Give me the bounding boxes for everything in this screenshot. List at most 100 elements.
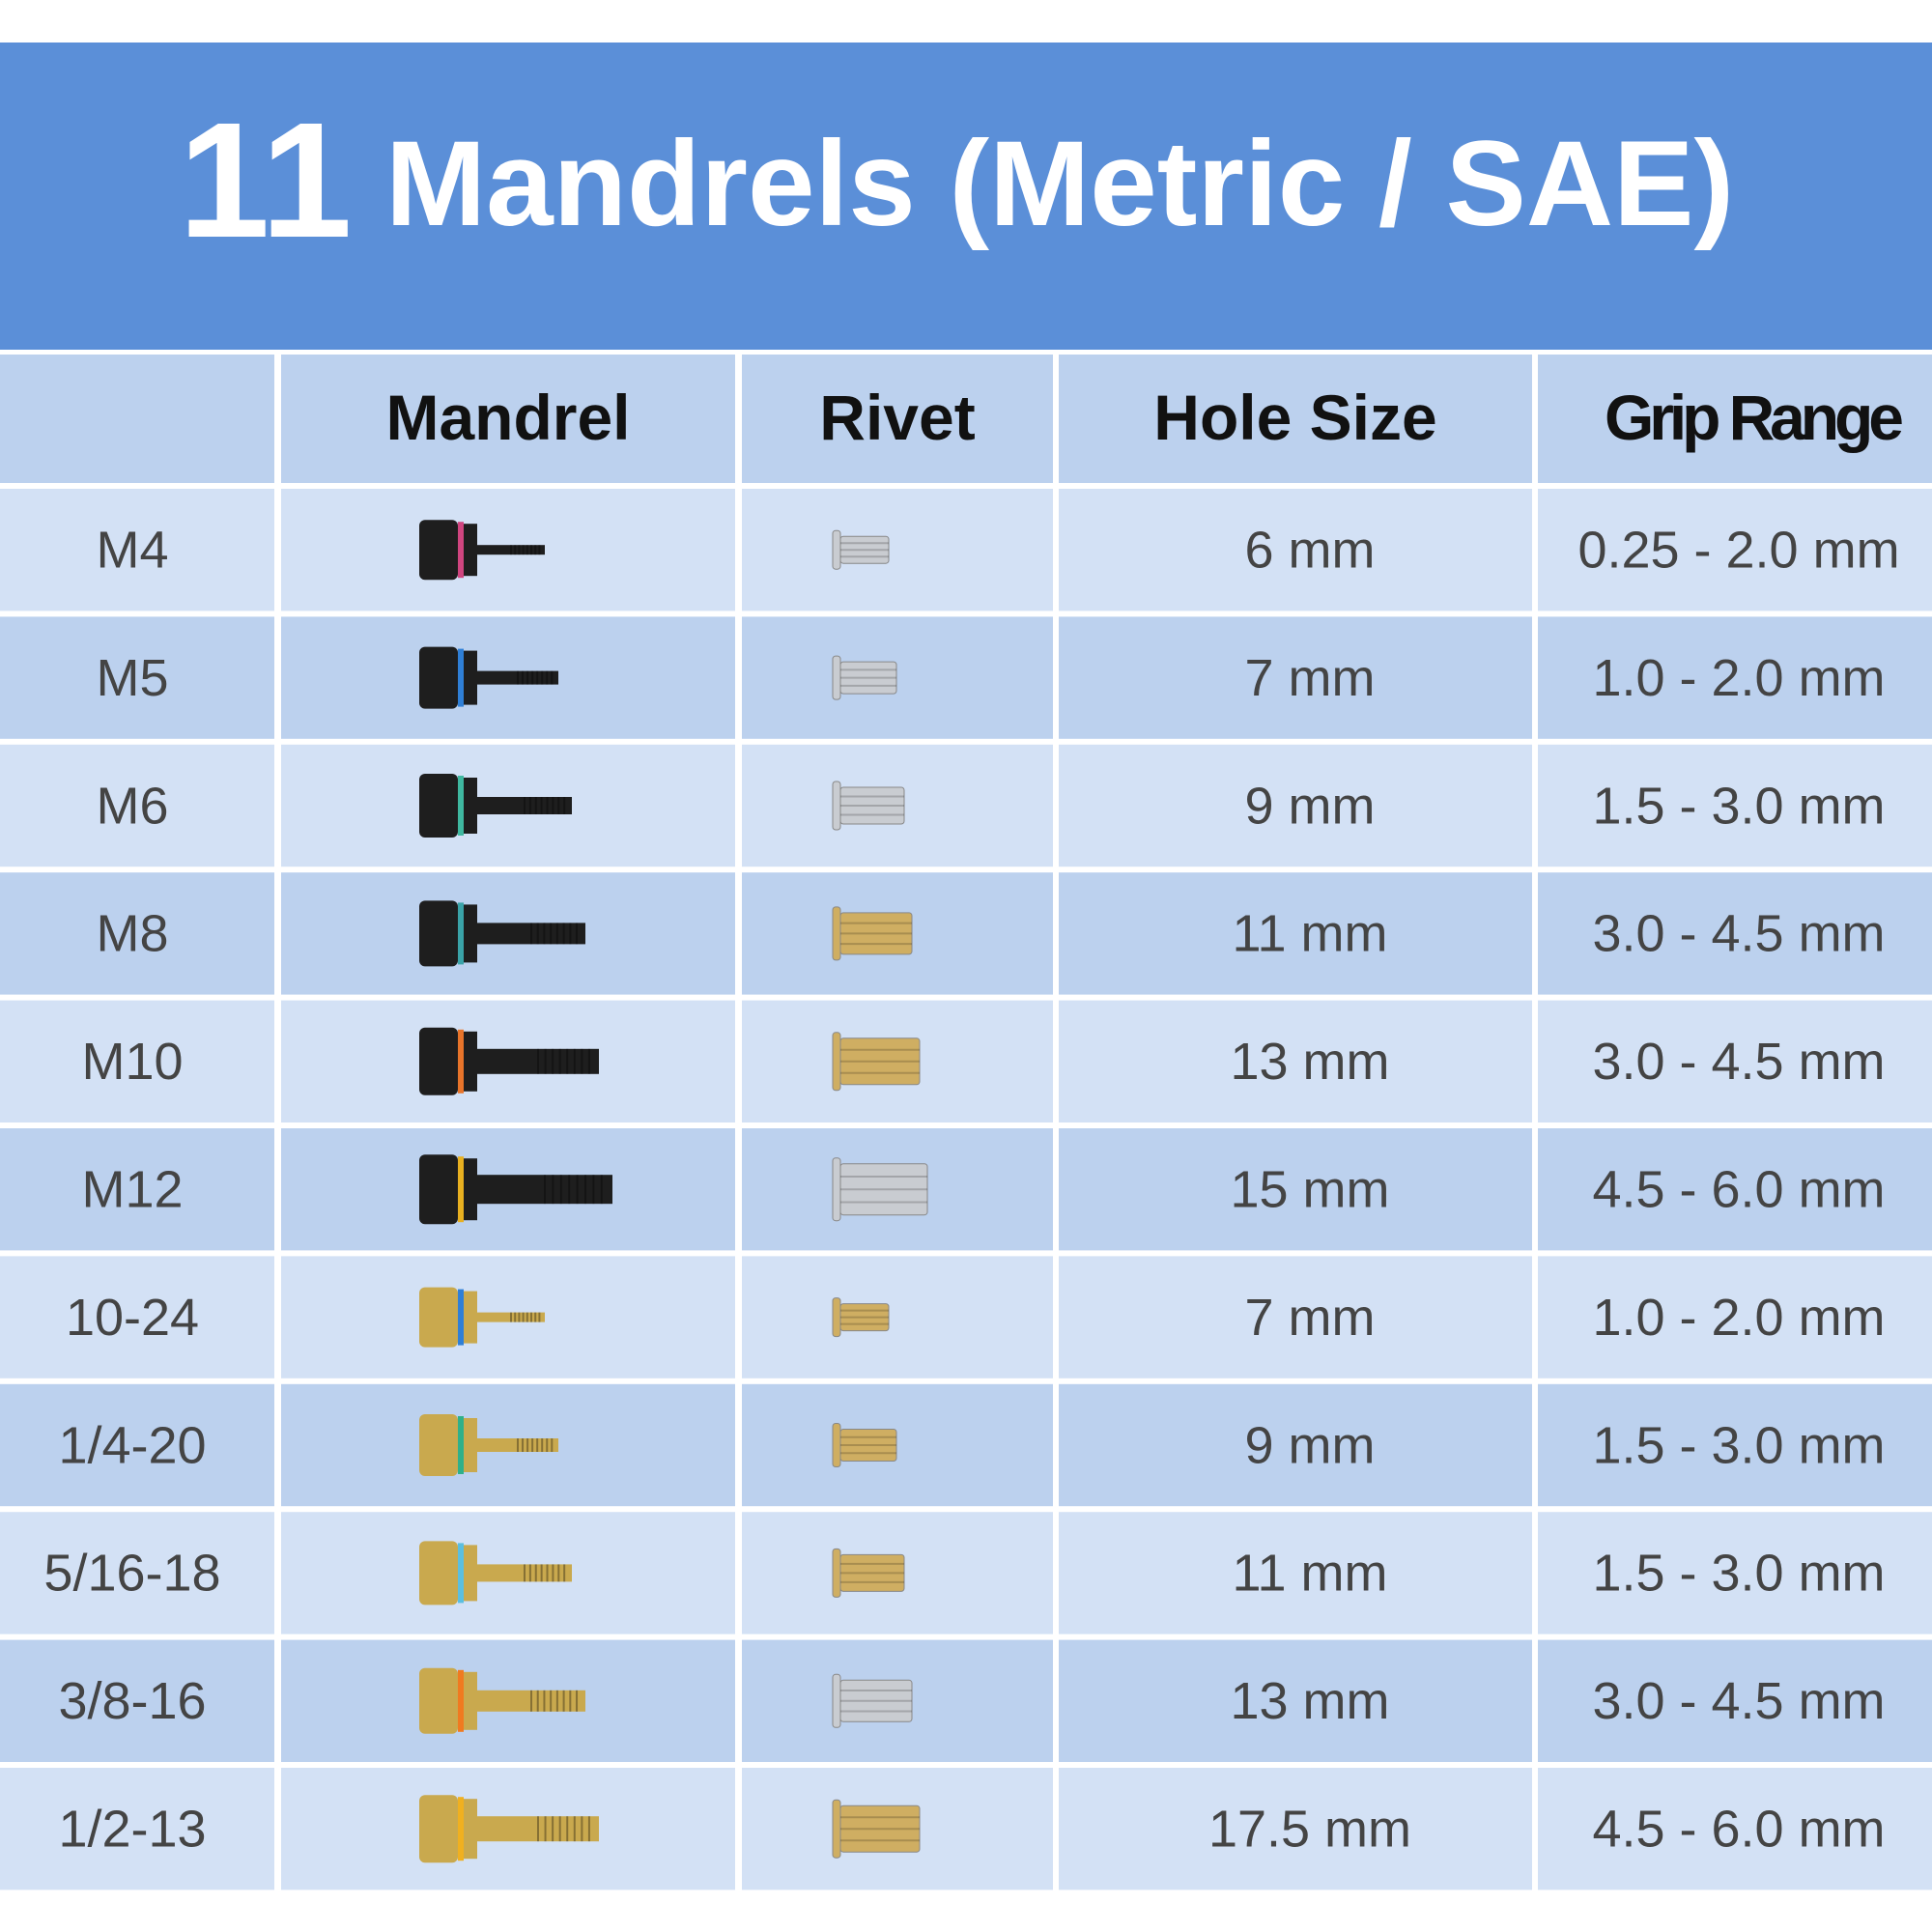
mandrel-head [419,520,458,581]
table-cell [1538,1383,1932,1507]
mandrel-head [419,900,458,967]
rivet-flange [832,906,841,961]
mandrel-collar [464,1291,477,1344]
table-cell [742,1256,1053,1378]
size-label: M6 [96,777,168,835]
grip-range: 1.5 - 3.0 mm [1592,1416,1885,1474]
size-label: 10-24 [66,1289,199,1347]
header-cell [1059,355,1532,483]
title-number: 11 [179,89,353,272]
mandrel-ring [458,648,464,707]
mandrel-collar [464,524,477,577]
mandrel-ring [458,1543,464,1604]
mandrel-shaft [477,1438,558,1452]
size-label: M4 [96,521,168,579]
title: 11 Mandrels (Metric / SAE) [179,89,1734,272]
mandrel-ring [458,1797,464,1861]
grip-range: 3.0 - 4.5 mm [1592,1033,1885,1091]
column-header: Mandrel [385,382,630,453]
size-label: M10 [81,1033,183,1091]
title-text: Mandrels (Metric / SAE) [385,117,1734,251]
mandrel-icon [419,1667,585,1734]
mandrel-shaft [477,1048,599,1074]
table-cell [1059,1512,1532,1634]
mandrel-shaft [477,1816,599,1842]
mandrel-head [419,1667,458,1734]
table-cell [1059,744,1532,867]
table-cell [0,1128,274,1251]
mandrel-shaft [477,1690,585,1712]
rivet-body [839,912,913,955]
table-cell [1538,1000,1932,1122]
rivet-flange [832,655,841,700]
rivet-body [839,535,890,564]
mandrel-icon [419,1541,572,1605]
mandrel-head [419,1795,458,1863]
mandrel-shaft [477,1175,612,1205]
rivet-flange [832,1799,841,1859]
grip-range: 0.25 - 2.0 mm [1577,521,1899,579]
rivet-icon [832,1032,921,1092]
header-cell [281,355,735,483]
rivet-flange [832,1297,841,1338]
table-cell [0,489,274,611]
rivet-icon [832,1799,921,1859]
mandrel-collar [464,1545,477,1602]
hole-size: 17.5 mm [1208,1800,1411,1858]
mandrel-ring [458,1156,464,1223]
table-cell [1538,616,1932,739]
hole-size: 9 mm [1245,777,1376,835]
table-cell [1538,744,1932,867]
column-header: Hole Size [1153,382,1436,453]
mandrel-icon [419,646,558,709]
mandrel-head [419,774,458,838]
grip-range: 3.0 - 4.5 mm [1592,1672,1885,1730]
hole-size: 6 mm [1245,521,1376,579]
table-cell [1538,489,1932,611]
table-cell [1538,1768,1932,1890]
mandrel-icon [419,774,572,838]
column-header: Grip Range [1605,382,1904,453]
rivet-icon [832,655,897,700]
grip-range: 1.0 - 2.0 mm [1592,649,1885,707]
mandrel-ring [458,1669,464,1732]
table-cell [1059,1768,1532,1890]
column-header: Rivet [819,382,975,453]
mandrel-shaft [477,670,558,685]
mandrel-head [419,646,458,709]
size-label: M8 [96,905,168,963]
table-cell [1538,1256,1932,1378]
table-cell [1059,872,1532,995]
mandrel-icon [419,520,545,581]
mandrel-shaft [477,1564,572,1582]
hole-size: 11 mm [1232,1545,1387,1603]
rivet-flange [832,1673,841,1728]
hole-size: 9 mm [1245,1416,1376,1474]
rivet-icon [832,1673,913,1728]
mandrel-head [419,1154,458,1225]
table-cell [0,1512,274,1634]
header-cell [0,355,274,483]
mandrel-collar [464,1799,477,1860]
mandrel-ring [458,1416,464,1474]
rivet-body [839,1804,921,1853]
mandrel-icon [419,1795,599,1863]
table-cell [0,744,274,867]
mandrel-ring [458,522,464,579]
rivet-body [839,1429,897,1462]
table-cell [0,872,274,995]
grip-range: 1.5 - 3.0 mm [1592,1545,1885,1603]
mandrel-collar [464,1671,477,1730]
mandrel-shaft [477,923,585,945]
rivet-body [839,1163,928,1216]
rivet-icon [832,529,890,570]
hole-size: 7 mm [1245,649,1376,707]
rivet-icon [832,1423,897,1467]
mandrel-ring [458,902,464,965]
rivet-icon [832,1157,928,1222]
table-cell [0,1383,274,1507]
table-cell [1538,1512,1932,1634]
size-label: M5 [96,649,168,707]
mandrel-icon [419,1414,558,1476]
